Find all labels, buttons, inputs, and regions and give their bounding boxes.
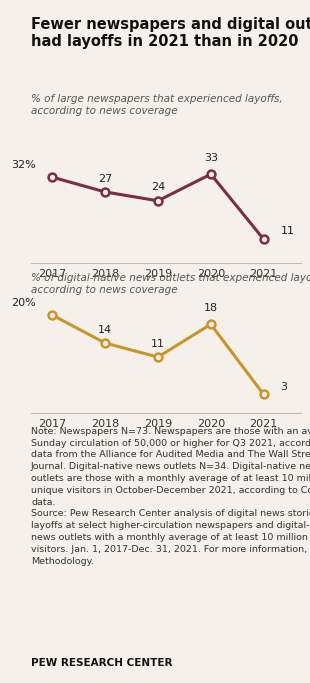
Point [208,169,213,180]
Point [155,352,160,363]
Text: 24: 24 [151,182,165,193]
Text: PEW RESEARCH CENTER: PEW RESEARCH CENTER [31,658,172,668]
Point [155,195,160,206]
Text: % of large newspapers that experienced layoffs,
according to news coverage: % of large newspapers that experienced l… [31,94,283,116]
Point [261,389,266,400]
Point [208,319,213,330]
Text: 11: 11 [151,339,165,349]
Text: Fewer newspapers and digital outlets
had layoffs in 2021 than in 2020: Fewer newspapers and digital outlets had… [31,17,310,49]
Text: 11: 11 [280,227,294,236]
Text: 32%: 32% [11,161,35,170]
Point [261,234,266,245]
Text: Note: Newspapers N=73. Newspapers are those with an average
Sunday circulation o: Note: Newspapers N=73. Newspapers are th… [31,427,310,566]
Point [103,186,108,197]
Text: 3: 3 [280,382,287,392]
Text: 27: 27 [98,173,112,184]
Text: 33: 33 [204,153,218,163]
Text: 18: 18 [204,303,218,313]
Point [50,309,55,320]
Text: 14: 14 [98,324,112,335]
Text: 20%: 20% [11,298,35,308]
Point [50,171,55,182]
Point [103,337,108,348]
Text: % of digital-native news outlets that experienced layoffs,
according to news cov: % of digital-native news outlets that ex… [31,273,310,295]
